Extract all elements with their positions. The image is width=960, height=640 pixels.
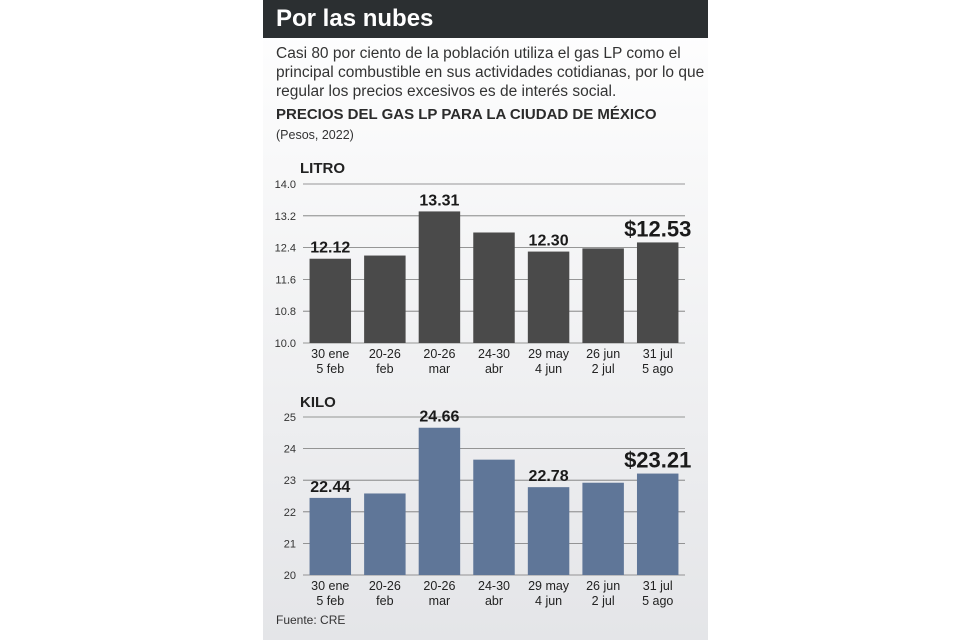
litro-x-tick-label: 20-26 xyxy=(423,347,455,361)
litro-x-tick-label: 26 jun xyxy=(586,347,620,361)
kilo-x-tick-label: 24-30 xyxy=(478,579,510,593)
litro-y-tick-label: 13.2 xyxy=(275,211,296,223)
headline: Por las nubes xyxy=(276,5,434,32)
kilo-y-tick-label: 23 xyxy=(284,475,296,487)
kilo-data-label: 22.44 xyxy=(310,479,350,496)
litro-bar xyxy=(636,242,679,343)
kilo-bar xyxy=(309,497,352,575)
litro-x-tick-label: 5 ago xyxy=(642,362,673,376)
kilo-bar xyxy=(418,427,461,575)
header-bar xyxy=(263,0,708,38)
litro-bar xyxy=(364,255,406,343)
kilo-y-tick-label: 20 xyxy=(284,570,296,582)
kilo-y-tick-label: 21 xyxy=(284,538,296,550)
litro-x-tick-label: abr xyxy=(485,362,503,376)
kilo-data-label: 24.66 xyxy=(419,409,459,426)
kilo-x-tick-label: abr xyxy=(485,594,503,608)
litro-y-tick-label: 12.4 xyxy=(275,243,296,255)
litro-x-tick-label: 29 may xyxy=(528,347,570,361)
kilo-data-label: $23.21 xyxy=(624,448,691,473)
litro-x-tick-label: 30 ene xyxy=(311,347,349,361)
kilo-bar xyxy=(473,459,515,575)
chart-subtitle: (Pesos, 2022) xyxy=(276,128,354,142)
kilo-x-tick-label: mar xyxy=(429,594,451,608)
kilo-x-tick-label: feb xyxy=(376,594,393,608)
litro-y-tick-label: 10.0 xyxy=(275,338,296,350)
litro-chart-title: LITRO xyxy=(300,160,345,177)
litro-bar xyxy=(582,248,624,343)
litro-bar xyxy=(309,258,352,343)
kilo-x-tick-label: 26 jun xyxy=(586,579,620,593)
kilo-bar xyxy=(582,482,624,575)
kilo-x-tick-label: 20-26 xyxy=(423,579,455,593)
litro-y-tick-label: 10.8 xyxy=(275,306,296,318)
litro-x-tick-label: 20-26 xyxy=(369,347,401,361)
kilo-y-tick-label: 25 xyxy=(284,412,296,424)
litro-chart: LITRO 10.0 10.8 11.6 12.4 13.2 14.0 12.12 30 ene… xyxy=(275,160,692,376)
litro-data-label: 12.30 xyxy=(529,233,569,250)
litro-data-label: $12.53 xyxy=(624,216,691,241)
kilo-chart-title: KILO xyxy=(300,394,336,411)
kilo-x-tick-label: 5 feb xyxy=(316,594,344,608)
litro-bar xyxy=(473,232,515,343)
kilo-y-tick-label: 24 xyxy=(284,444,296,456)
litro-x-tick-label: 24-30 xyxy=(478,347,510,361)
kilo-x-tick-label: 4 jun xyxy=(535,594,562,608)
litro-x-tick-label: 31 jul xyxy=(643,347,673,361)
kilo-y-tick-label: 22 xyxy=(284,507,296,519)
kilo-bar xyxy=(364,493,406,575)
kilo-data-label: 22.78 xyxy=(529,468,569,485)
litro-x-tick-label: 2 jul xyxy=(592,362,615,376)
litro-x-tick-label: 4 jun xyxy=(535,362,562,376)
litro-y-tick-label: 11.6 xyxy=(275,274,296,286)
source-note: Fuente: CRE xyxy=(276,613,346,627)
kilo-x-tick-label: 29 may xyxy=(528,579,570,593)
litro-x-tick-label: mar xyxy=(429,362,451,376)
litro-data-label: 13.31 xyxy=(419,192,459,209)
litro-bar xyxy=(527,251,570,343)
litro-x-tick-label: feb xyxy=(376,362,393,376)
kilo-x-tick-label: 2 jul xyxy=(592,594,615,608)
litro-y-tick-label: 14.0 xyxy=(275,179,296,191)
intro-text: Casi 80 por ciento de la población utili… xyxy=(276,45,705,100)
kilo-x-tick-label: 20-26 xyxy=(369,579,401,593)
kilo-x-tick-label: 5 ago xyxy=(642,594,673,608)
kilo-bar xyxy=(636,473,679,575)
litro-x-tick-label: 5 feb xyxy=(316,362,344,376)
litro-bar xyxy=(418,211,461,343)
litro-data-label: 12.12 xyxy=(310,240,350,257)
kilo-bar xyxy=(527,487,570,575)
kilo-x-tick-label: 31 jul xyxy=(643,579,673,593)
chart-title: PRECIOS DEL GAS LP PARA LA CIUDAD DE MÉX… xyxy=(276,106,657,123)
kilo-x-tick-label: 30 ene xyxy=(311,579,349,593)
